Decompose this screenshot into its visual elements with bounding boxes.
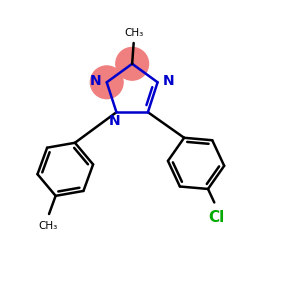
Circle shape — [116, 47, 148, 80]
Text: N: N — [90, 74, 101, 88]
Circle shape — [90, 66, 123, 99]
Text: N: N — [163, 74, 175, 88]
Text: Cl: Cl — [208, 210, 225, 225]
Text: N: N — [109, 113, 121, 128]
Text: CH₃: CH₃ — [124, 28, 143, 38]
Text: CH₃: CH₃ — [38, 220, 57, 230]
